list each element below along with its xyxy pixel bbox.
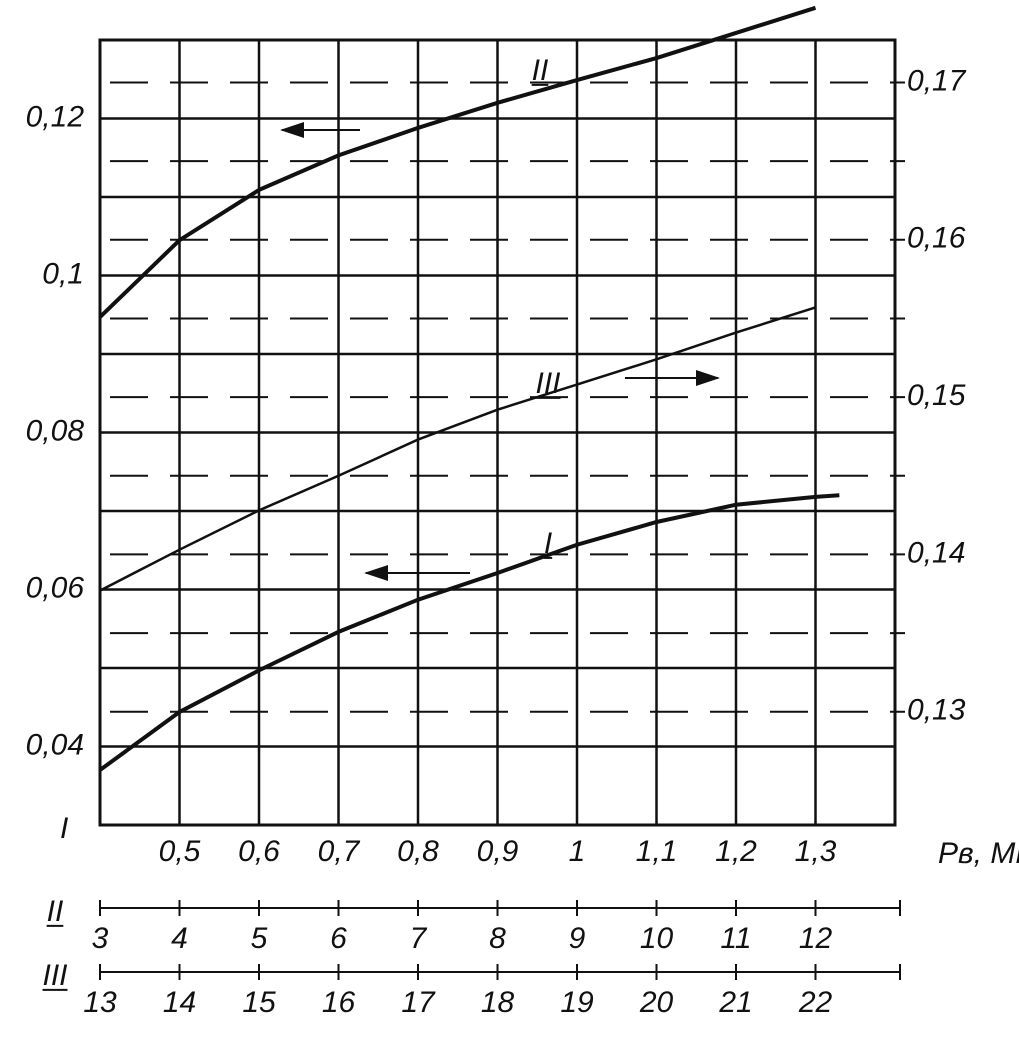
scale-tick-label: 14 [163, 986, 196, 1019]
scale-tick-label: 16 [322, 986, 356, 1019]
series-label: I [544, 527, 552, 560]
y-tick-label: 0,06 [26, 571, 85, 604]
scale-tick-label: 5 [251, 922, 268, 955]
scale-tick-label: 9 [569, 922, 586, 955]
scale-tick-label: 4 [171, 922, 188, 955]
scale-tick-label: 22 [798, 986, 833, 1019]
scale-tick-label: 8 [489, 922, 506, 955]
y2-tick-label: 0,17 [907, 64, 967, 97]
scale-tick-label: 21 [718, 986, 752, 1019]
y-tick-label: 0,04 [26, 728, 84, 761]
scale-tick-label: 12 [799, 922, 833, 955]
y-tick-label: 0,1 [42, 257, 84, 290]
scale-tick-label: 10 [640, 922, 674, 955]
scale-tick-label: 18 [481, 986, 515, 1019]
scale-tick-label: 19 [560, 986, 594, 1019]
scale-tick-label: 20 [639, 986, 674, 1019]
series-label: III [535, 367, 560, 400]
scale-tick-label: 11 [720, 922, 751, 955]
y2-tick-label: 0,15 [907, 379, 966, 412]
scale-tick-label: 6 [330, 922, 347, 955]
y2-tick-label: 0,13 [907, 694, 966, 727]
x-tick-label: 0,7 [318, 835, 361, 868]
scale-name: II [47, 895, 64, 928]
x-tick-label: 0,8 [397, 835, 439, 868]
y2-tick-label: 0,14 [907, 536, 965, 569]
scale-tick-label: 17 [401, 986, 436, 1019]
scale-tick-label: 13 [83, 986, 117, 1019]
scale-tick-label: 7 [410, 922, 428, 955]
y2-tick-label: 0,16 [907, 222, 966, 255]
x-tick-label: 0,6 [238, 835, 280, 868]
x-tick-label: 1,2 [715, 835, 757, 868]
series-line [98, 5, 817, 319]
x-tick-label: 0,5 [159, 835, 201, 868]
series-label: II [532, 54, 549, 87]
scale-name: III [42, 959, 67, 992]
y-tick-label: 0,12 [26, 100, 85, 133]
x-tick-label: 1,3 [795, 835, 837, 868]
series-line [98, 493, 840, 772]
y-tick-label: 0,08 [26, 414, 85, 447]
x-tick-label: 1,1 [636, 835, 678, 868]
series-line [99, 306, 816, 592]
scale-tick-label: 3 [92, 922, 109, 955]
x-axis-label: Pв, МПа [938, 837, 1019, 870]
x-tick-label: 0,9 [477, 835, 519, 868]
scale-tick-label: 15 [242, 986, 276, 1019]
x-axis-name: I [60, 812, 68, 845]
x-tick-label: 1 [569, 835, 586, 868]
